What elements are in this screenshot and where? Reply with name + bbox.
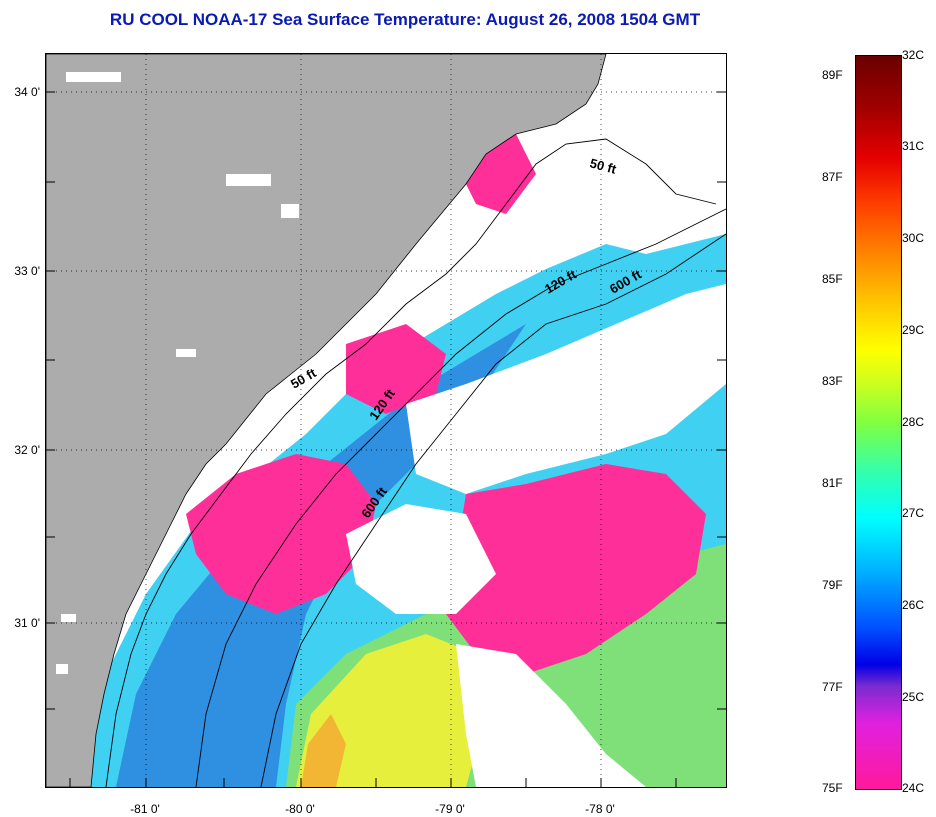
cloud-region-3: [546, 94, 726, 254]
sst-pink-patch-2: [446, 464, 706, 674]
x-tick-label: -80 0': [285, 802, 315, 816]
colorbar-label-c: 32C: [902, 48, 925, 62]
isobath-600ft: [260, 233, 726, 787]
y-tick-label: 31 0': [14, 616, 40, 630]
isobath-50ft: [105, 138, 717, 787]
colorbar-label-c: 29C: [902, 323, 925, 337]
colorbar-label-f: 79F: [822, 578, 843, 592]
colorbar-label-f: 77F: [822, 680, 843, 694]
y-tick-label: 34 0': [14, 85, 40, 99]
colorbar-label-c: 30C: [902, 231, 925, 245]
contour-label-50ft-north: 50 ft: [588, 155, 618, 177]
y-tick-label: 32 0': [14, 443, 40, 457]
colorbar-label-c: 24C: [902, 781, 925, 795]
colorbar-label-f: 83F: [822, 374, 843, 388]
colorbar-label-c: 26C: [902, 598, 925, 612]
cloud-region-2: [346, 504, 496, 614]
x-tick-label: -78 0': [585, 802, 615, 816]
sst-pink-patch-4: [346, 324, 446, 414]
x-tick-label: -79 0': [435, 802, 465, 816]
land-mass: [46, 54, 607, 787]
colorbar-label-c: 28C: [902, 415, 925, 429]
sst-pink-patch-1: [186, 454, 376, 614]
isobath-120ft: [195, 208, 726, 787]
colorbar-label-f: 89F: [822, 68, 843, 82]
colorbar-label-c: 27C: [902, 506, 925, 520]
graticule: [46, 54, 726, 787]
sst-map: 50 ft 120 ft 600 ft 50 ft 120 ft 600 ft: [45, 53, 727, 788]
colorbar-label-f: 81F: [822, 476, 843, 490]
cloud-region-4: [456, 644, 646, 787]
sst-orange-patch: [301, 714, 346, 787]
y-tick-label: 33 0': [14, 264, 40, 278]
land-cloud-artifacts: [56, 72, 299, 674]
map-title: RU COOL NOAA-17 Sea Surface Temperature:…: [109, 10, 701, 29]
x-tick-label: -81 0': [130, 802, 160, 816]
temperature-colorbar: [855, 55, 902, 790]
cloud-region-1: [406, 284, 726, 494]
colorbar-label-f: 85F: [822, 272, 843, 286]
colorbar-label-f: 75F: [822, 781, 843, 795]
colorbar-label-f: 87F: [822, 170, 843, 184]
colorbar-label-c: 31C: [902, 139, 925, 153]
sst-map-canvas: 50 ft 120 ft 600 ft 50 ft 120 ft 600 ft: [46, 54, 726, 787]
tick-marks: [46, 91, 726, 787]
colorbar-label-c: 25C: [902, 690, 925, 704]
